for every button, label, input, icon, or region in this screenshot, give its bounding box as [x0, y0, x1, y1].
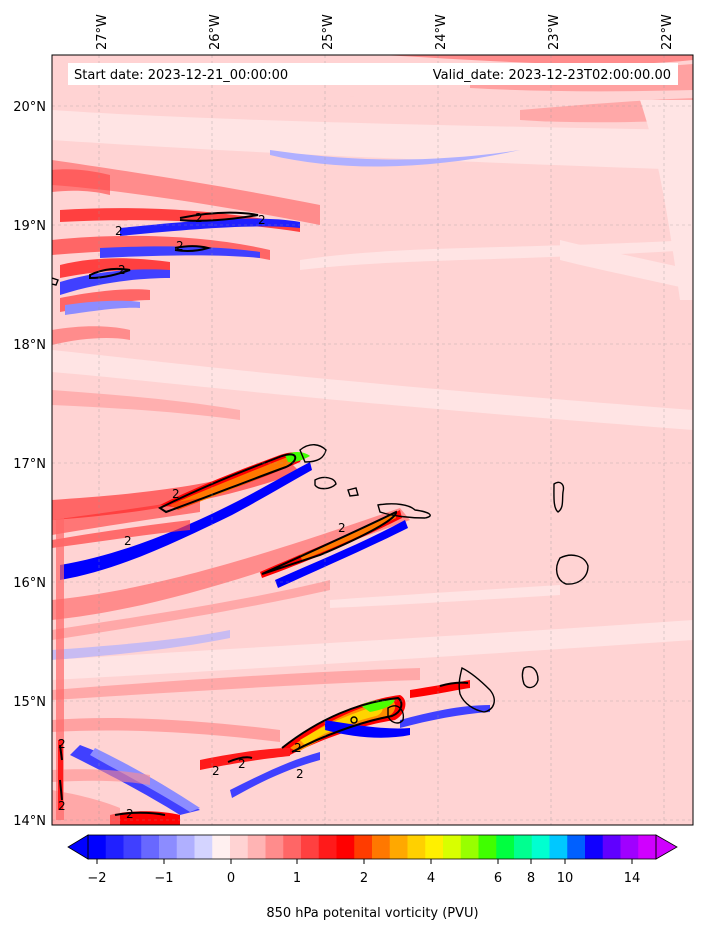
- colorbar-tick-label: 14: [624, 871, 641, 886]
- colorbar-cell: [336, 835, 355, 859]
- colorbar-cell: [105, 835, 124, 859]
- colorbar-cell: [496, 835, 515, 859]
- pv-field: 2 2 2 2 2 2 2 2 2 2 2 2 2 2 2 Start date…: [52, 55, 693, 825]
- colorbar-tick-label: 1: [293, 871, 301, 886]
- colorbar-cell: [123, 835, 142, 859]
- colorbar-cell: [443, 835, 462, 859]
- colorbar-cell: [372, 835, 391, 859]
- colorbar-cell: [567, 835, 586, 859]
- colorbar-cell: [425, 835, 444, 859]
- colorbar-cell: [460, 835, 479, 859]
- lat-label: 17°N: [13, 457, 46, 472]
- colorbar-cell: [638, 835, 657, 859]
- contour-label: 2: [258, 213, 266, 227]
- valid-date-label: Valid_date: 2023-12-23T02:00:00.00: [433, 68, 671, 83]
- contour-lines: [59, 211, 469, 816]
- colorbar-cell: [88, 835, 107, 859]
- contour-label: 2: [118, 263, 126, 277]
- colorbar-ticks: −2 −1 0 1 2 4 6 8 10 14: [87, 859, 640, 886]
- lon-label: 26°W: [208, 14, 223, 50]
- lat-label: 19°N: [13, 219, 46, 234]
- colorbar-cell: [176, 835, 195, 859]
- colorbar-label: 850 hPa potenital vorticity (PVU): [266, 906, 479, 921]
- colorbar-cell: [407, 835, 426, 859]
- lat-label: 15°N: [13, 695, 46, 710]
- colorbar-max-arrow: [655, 834, 678, 860]
- gridlines: [52, 55, 693, 825]
- lat-label: 16°N: [13, 576, 46, 591]
- contour-label: 2: [176, 239, 184, 253]
- lat-label: 18°N: [13, 338, 46, 353]
- contour-label: 2: [124, 534, 132, 548]
- lat-label: 20°N: [13, 100, 46, 115]
- longitude-labels: 27°W 26°W 25°W 24°W 23°W 22°W: [95, 14, 675, 50]
- contour-label: 2: [238, 757, 246, 771]
- colorbar-cell: [514, 835, 533, 859]
- colorbar-tick-label: 4: [427, 871, 435, 886]
- colorbar-tick-label: 6: [494, 871, 502, 886]
- colorbar-cell: [247, 835, 266, 859]
- colorbar-cell: [585, 835, 604, 859]
- contour-label: 2: [58, 737, 66, 751]
- latitude-labels: 20°N 19°N 18°N 17°N 16°N 15°N 14°N: [13, 100, 46, 829]
- colorbar-cell: [301, 835, 320, 859]
- colorbar-cell: [389, 835, 408, 859]
- lon-label: 23°W: [547, 14, 562, 50]
- contour-label: 2: [195, 211, 203, 225]
- colorbar-tick-label: −2: [87, 871, 106, 886]
- colorbar-tick-label: 2: [360, 871, 368, 886]
- contour-label: 2: [296, 767, 304, 781]
- lon-label: 24°W: [434, 14, 449, 50]
- colorbar-cell: [230, 835, 249, 859]
- label-box: [68, 63, 678, 85]
- colorbar: −2 −1 0 1 2 4 6 8 10 14: [67, 834, 678, 886]
- contour-labels: 2 2 2 2 2 2 2 2 2 2 2 2 2 2 2: [58, 211, 346, 821]
- colorbar-cell: [265, 835, 284, 859]
- contour-label: 2: [172, 487, 180, 501]
- map-border: [51, 54, 694, 826]
- colorbar-tick-label: −1: [154, 871, 173, 886]
- colorbar-cell: [283, 835, 302, 859]
- contour-label: 2: [58, 799, 66, 813]
- contour-label: 2: [294, 741, 302, 755]
- start-date-label: Start date: 2023-12-21_00:00:00: [74, 68, 288, 83]
- colorbar-cell: [318, 835, 337, 859]
- colorbar-cell: [478, 835, 497, 859]
- lon-label: 27°W: [95, 14, 110, 50]
- colorbar-cell: [620, 835, 639, 859]
- lon-label: 25°W: [321, 14, 336, 50]
- colorbar-tick-label: 0: [227, 871, 235, 886]
- lat-label: 14°N: [13, 814, 46, 829]
- colorbar-cell: [194, 835, 213, 859]
- lon-label: 22°W: [660, 14, 675, 50]
- colorbar-cell: [602, 835, 621, 859]
- colorbar-tick-label: 8: [527, 871, 535, 886]
- contour-label: 2: [126, 807, 134, 821]
- colorbar-cell: [212, 835, 231, 859]
- colorbar-tick-label: 10: [557, 871, 574, 886]
- contour-label: 2: [115, 224, 123, 238]
- coastlines: [52, 277, 589, 724]
- contour-label: 2: [212, 764, 220, 778]
- colorbar-min-arrow: [67, 834, 89, 860]
- colorbar-cell: [354, 835, 373, 859]
- contour-label: 2: [338, 521, 346, 535]
- colorbar-cell: [141, 835, 160, 859]
- colorbar-cell: [531, 835, 550, 859]
- colorbar-cell: [159, 835, 178, 859]
- colorbar-cell: [549, 835, 568, 859]
